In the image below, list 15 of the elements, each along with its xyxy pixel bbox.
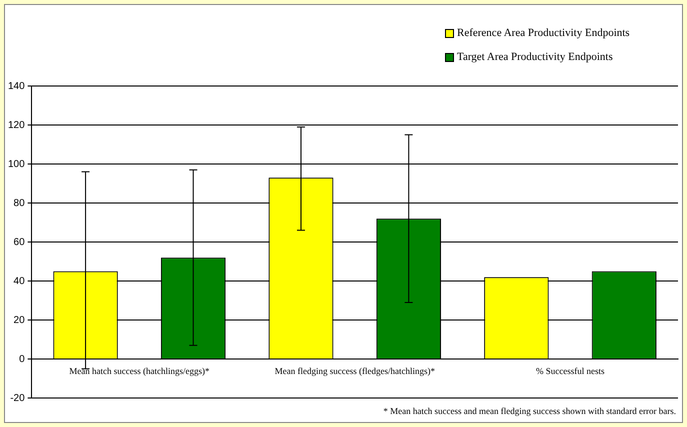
y-tick-label: 40 [14, 276, 26, 287]
legend-label: Target Area Productivity Endpoints [457, 51, 613, 63]
legend-label: Reference Area Productivity Endpoints [457, 27, 630, 39]
y-tick-label: 120 [8, 120, 26, 131]
y-tick-label: 140 [8, 80, 26, 92]
y-tick-label: 0 [19, 354, 26, 365]
y-tick-label: 60 [14, 236, 26, 248]
x-tick-label: Mean fledging success (fledges/hatchlings)* [274, 366, 436, 376]
text: * Mean hatch success and mean fledging success shown with standard error bars. [383, 406, 676, 416]
y-tick-label: 80 [14, 198, 26, 209]
y-tick-label: -20 [10, 392, 26, 404]
y-tick-label: 100 [8, 158, 26, 170]
y-tick-label: 20 [14, 314, 26, 326]
x-tick-label: Mean hatch success (hatchlings/eggs)* [69, 366, 210, 376]
x-tick-label: % Successful nests [536, 366, 606, 376]
